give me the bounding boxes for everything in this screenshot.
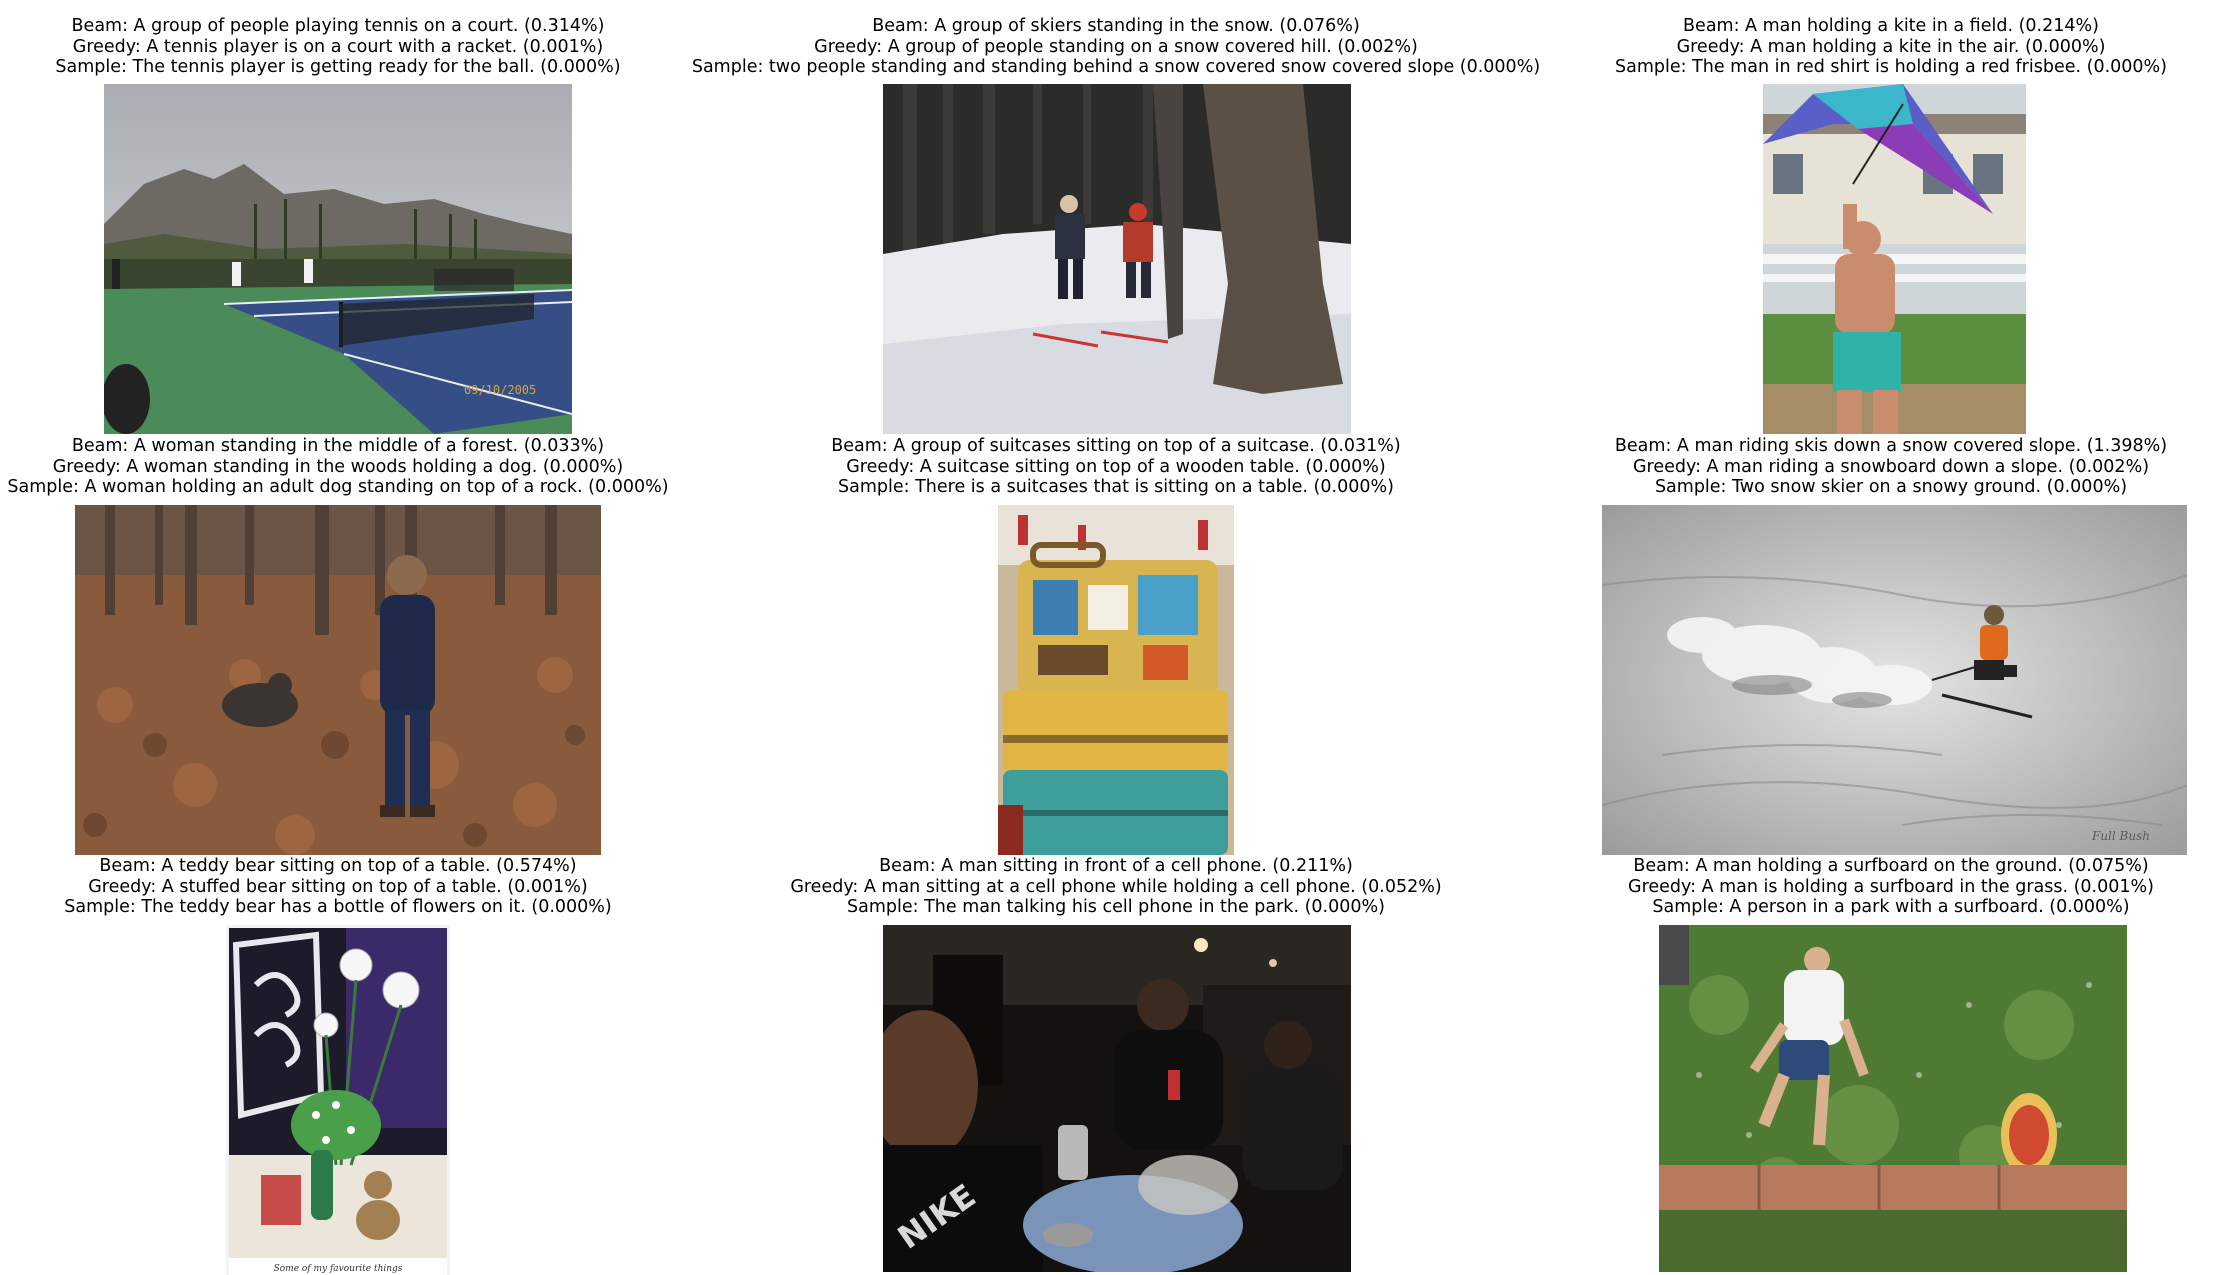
svg-text:09/10/2005: 09/10/2005 — [464, 383, 536, 397]
greedy-caption: Greedy: A group of people standing on a … — [814, 36, 1418, 57]
sample-caption: Sample: The man talking his cell phone i… — [847, 897, 1385, 917]
greedy-caption: Greedy: A man sitting at a cell phone wh… — [790, 876, 1442, 897]
greedy-caption: Greedy: A man riding a snowboard down a … — [1632, 456, 2150, 477]
skiers-forest-photo — [883, 84, 1351, 434]
greedy-caption: Greedy: A woman standing in the woods ho… — [52, 456, 624, 477]
beam-caption: Beam: A group of skiers standing in the … — [872, 16, 1360, 36]
sample-caption: Sample: The man in red shirt is holding … — [1614, 57, 2168, 77]
sample-caption: Sample: Two snow skier on a snowy ground… — [1654, 477, 2128, 497]
sample-caption: Sample: There is a suitcases that is sit… — [838, 477, 1394, 497]
sample-caption: Sample: two people standing and standing… — [691, 57, 1541, 77]
beam-caption: Beam: A woman standing in the middle of … — [71, 436, 605, 456]
greedy-caption: Greedy: A stuffed bear sitting on top of… — [88, 876, 588, 897]
man-surfboard-grass-photo — [1659, 925, 2127, 1272]
sample-caption: Sample: A woman holding an adult dog sta… — [7, 477, 669, 497]
beam-caption: Beam: A man riding skis down a snow cove… — [1614, 436, 2168, 456]
beam-caption: Beam: A man holding a kite in a field. (… — [1683, 16, 2099, 36]
beam-caption: Beam: A teddy bear sitting on top of a t… — [99, 856, 577, 876]
svg-text:Full Bush: Full Bush — [2091, 829, 2150, 843]
caption-panel-2: Beam: A group of skiers standing in the … — [676, 16, 1556, 78]
beam-caption: Beam: A man holding a surfboard on the g… — [1633, 856, 2149, 876]
greedy-caption: Greedy: A tennis player is on a court wi… — [72, 36, 604, 57]
greedy-caption: Greedy: A suitcase sitting on top of a w… — [846, 456, 1386, 477]
photo-caption-text: Some of my favourite things — [274, 1264, 403, 1274]
sample-caption: Sample: The tennis player is getting rea… — [55, 57, 621, 77]
skier-slope-photo: Full Bush — [1602, 505, 2187, 855]
suitcases-photo — [998, 505, 1234, 855]
caption-panel-3: Beam: A man holding a kite in a field. (… — [1556, 16, 2226, 78]
greedy-caption: Greedy: A man holding a kite in the air.… — [1676, 36, 2106, 57]
teddy-flowers-photo: Some of my favourite things — [226, 925, 450, 1275]
woman-dog-forest-photo — [75, 505, 601, 855]
caption-panel-4: Beam: A woman standing in the middle of … — [0, 436, 676, 498]
sample-caption: Sample: A person in a park with a surfbo… — [1652, 897, 2130, 917]
men-phone-night-photo: NIKE — [883, 925, 1351, 1272]
beam-caption: Beam: A man sitting in front of a cell p… — [879, 856, 1353, 876]
caption-panel-6: Beam: A man riding skis down a snow cove… — [1556, 436, 2226, 498]
sample-caption: Sample: The teddy bear has a bottle of f… — [64, 897, 612, 917]
beam-caption: Beam: A group of suitcases sitting on to… — [831, 436, 1401, 456]
caption-panel-8: Beam: A man sitting in front of a cell p… — [676, 856, 1556, 918]
man-kite-photo — [1763, 84, 2026, 434]
caption-panel-7: Beam: A teddy bear sitting on top of a t… — [0, 856, 676, 918]
beam-caption: Beam: A group of people playing tennis o… — [71, 16, 605, 36]
caption-panel-9: Beam: A man holding a surfboard on the g… — [1556, 856, 2226, 918]
tennis-court-photo: 09/10/2005 — [104, 84, 572, 434]
greedy-caption: Greedy: A man is holding a surfboard in … — [1628, 876, 2154, 897]
caption-panel-5: Beam: A group of suitcases sitting on to… — [676, 436, 1556, 498]
caption-panel-1: Beam: A group of people playing tennis o… — [0, 16, 676, 78]
